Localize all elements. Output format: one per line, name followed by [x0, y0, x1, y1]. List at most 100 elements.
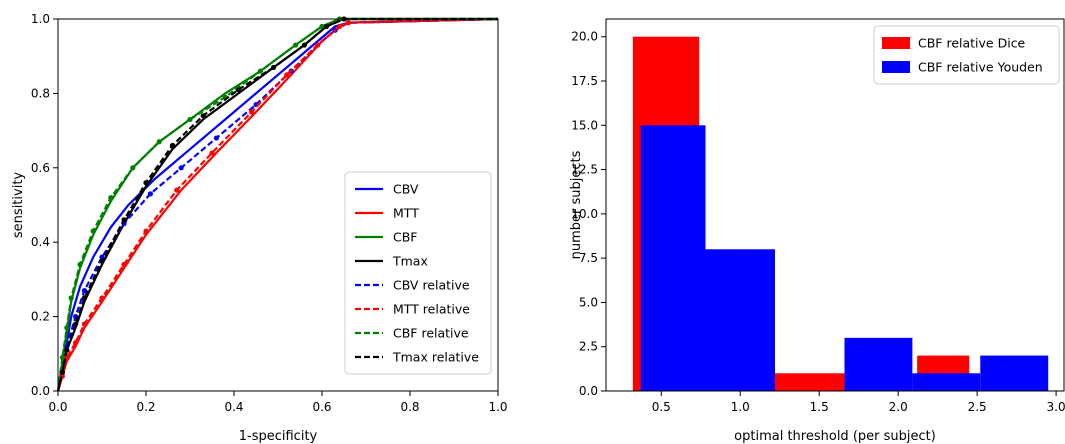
- histogram-y-axis-label: number subjects: [569, 150, 584, 259]
- histogram-legend-label: CBF relative Dice: [918, 36, 1026, 51]
- histogram-bar: [912, 373, 981, 391]
- roc-data-point: [337, 23, 343, 30]
- roc-data-point: [213, 135, 219, 141]
- roc-data-point: [64, 325, 70, 331]
- roc-data-point: [99, 258, 105, 264]
- histogram-y-tick-label: 5.0: [579, 295, 598, 309]
- histogram-bar: [844, 337, 913, 391]
- roc-data-point: [209, 150, 215, 156]
- roc-x-tick-label: 0.6: [312, 400, 331, 414]
- roc-legend-label: CBF: [393, 230, 418, 245]
- histogram-legend-box: [873, 25, 1060, 85]
- roc-series-line: [56, 17, 499, 392]
- histogram-legend: CBF relative Dice CBF relative Youden: [873, 25, 1060, 85]
- roc-x-tick-label: 0.2: [136, 400, 155, 414]
- roc-y-tick-label: 1.0: [31, 12, 50, 26]
- roc-x-tick-label: 0.0: [48, 400, 67, 414]
- roc-legend-box: [344, 171, 492, 375]
- histogram-y-tick-label: 12.5: [571, 163, 598, 177]
- roc-data-point: [345, 20, 351, 26]
- roc-x-tick-label: 0.8: [400, 400, 419, 414]
- roc-data-point: [293, 42, 299, 48]
- roc-data-point: [73, 321, 79, 327]
- roc-data-point: [323, 23, 329, 30]
- roc-data-point: [64, 354, 70, 361]
- roc-data-point: [200, 113, 206, 119]
- histogram-y-tick-label: 15.0: [571, 118, 598, 132]
- histogram-x-tick-label: 1.5: [810, 400, 829, 414]
- roc-legend-label: CBV: [393, 182, 419, 197]
- roc-y-tick-label: 0.4: [31, 235, 50, 249]
- histogram-y-tick-label: 0.0: [579, 384, 598, 398]
- roc-data-point: [156, 139, 162, 145]
- roc-legend-label: Tmax relative: [392, 350, 479, 365]
- histogram-legend-swatch: [882, 61, 910, 73]
- histogram-y-tick-label: 17.5: [571, 74, 598, 88]
- roc-data-point: [249, 109, 255, 115]
- roc-legend-label: CBV relative: [393, 278, 470, 293]
- histogram-x-tick-label: 2.5: [968, 400, 987, 414]
- roc-legend-label: Tmax: [392, 254, 428, 269]
- roc-data-point: [143, 228, 149, 234]
- roc-data-point: [235, 87, 241, 93]
- histogram-x-tick-label: 0.5: [652, 400, 671, 414]
- histogram-bar: [771, 373, 845, 391]
- histogram-plot-frame: [605, 18, 1065, 392]
- roc-data-point: [284, 72, 290, 78]
- roc-data-point: [271, 64, 277, 70]
- histogram-bar: [980, 355, 1049, 391]
- roc-data-point: [169, 142, 175, 149]
- roc-plot-frame: [57, 18, 499, 392]
- roc-y-tick-label: 0.6: [31, 161, 50, 175]
- roc-data-point: [81, 321, 87, 327]
- roc-data-point: [99, 295, 105, 301]
- roc-data-point: [130, 165, 136, 171]
- histogram-y-tick-label: 10.0: [571, 207, 598, 221]
- roc-x-tick-label: 1.0: [488, 400, 507, 414]
- histogram-ticks: 0.5 1.0 1.5 2.0 2.5 3.0 0.0 2.5 5.0 7.5 10.0 12.5 15…: [571, 30, 1065, 414]
- roc-series-line: [56, 17, 498, 392]
- roc-data-point: [81, 287, 87, 294]
- roc-series-line: [56, 17, 498, 392]
- roc-data-point: [108, 194, 114, 201]
- roc-y-axis-label: sensitivity: [11, 172, 26, 239]
- histogram-y-tick-label: 7.5: [579, 251, 598, 265]
- roc-ticks: 0.0 0.2 0.4 0.6 0.8 1.0 0.0 0.2 0.4 0.6 0.8 1.0: [31, 12, 508, 414]
- roc-data-point: [319, 23, 325, 30]
- roc-data-point: [187, 116, 193, 123]
- roc-data-point: [143, 180, 149, 186]
- histogram-y-tick-label: 20.0: [571, 30, 598, 44]
- histogram-bars: [632, 36, 1049, 392]
- roc-lines: [56, 16, 499, 392]
- histogram-legend-label: CBF relative Youden: [918, 60, 1043, 75]
- histogram-legend-swatch: [882, 37, 910, 49]
- roc-x-tick-label: 0.4: [224, 400, 243, 414]
- roc-data-point: [68, 295, 74, 301]
- histogram-x-tick-label: 2.0: [889, 400, 908, 414]
- histogram-bar: [640, 125, 706, 392]
- histogram-x-tick-label: 1.0: [731, 400, 750, 414]
- roc-data-point: [59, 354, 65, 361]
- roc-data-point: [81, 295, 87, 301]
- roc-legend: CBV MTT CBF Tmax CBV relative MTT relative CBF…: [344, 171, 492, 375]
- roc-legend-label: MTT: [393, 206, 419, 221]
- roc-data-point: [147, 191, 153, 197]
- roc-data-point: [64, 347, 70, 353]
- roc-data-point: [59, 369, 65, 375]
- roc-y-tick-label: 0.0: [31, 384, 50, 398]
- roc-data-point: [121, 261, 127, 268]
- roc-legend-label: CBF relative: [393, 326, 469, 341]
- roc-chart: 0.0 0.2 0.4 0.6 0.8 1.0 0.0 0.2 0.4 0.6 0.8 1.0 1-s…: [11, 12, 508, 444]
- roc-data-point: [257, 68, 263, 74]
- roc-y-tick-label: 0.8: [31, 86, 50, 100]
- roc-data-point: [178, 165, 184, 171]
- roc-legend-label: MTT relative: [393, 302, 470, 317]
- roc-data-point: [174, 187, 180, 193]
- roc-data-point: [77, 261, 83, 268]
- histogram-x-axis-label: optimal threshold (per subject): [734, 429, 936, 444]
- roc-y-tick-label: 0.2: [31, 310, 50, 324]
- histogram-bar: [705, 249, 775, 391]
- roc-data-point: [90, 228, 96, 234]
- histogram-chart: 0.5 1.0 1.5 2.0 2.5 3.0 0.0 2.5 5.0 7.5 10.0 12.5 15…: [569, 18, 1065, 444]
